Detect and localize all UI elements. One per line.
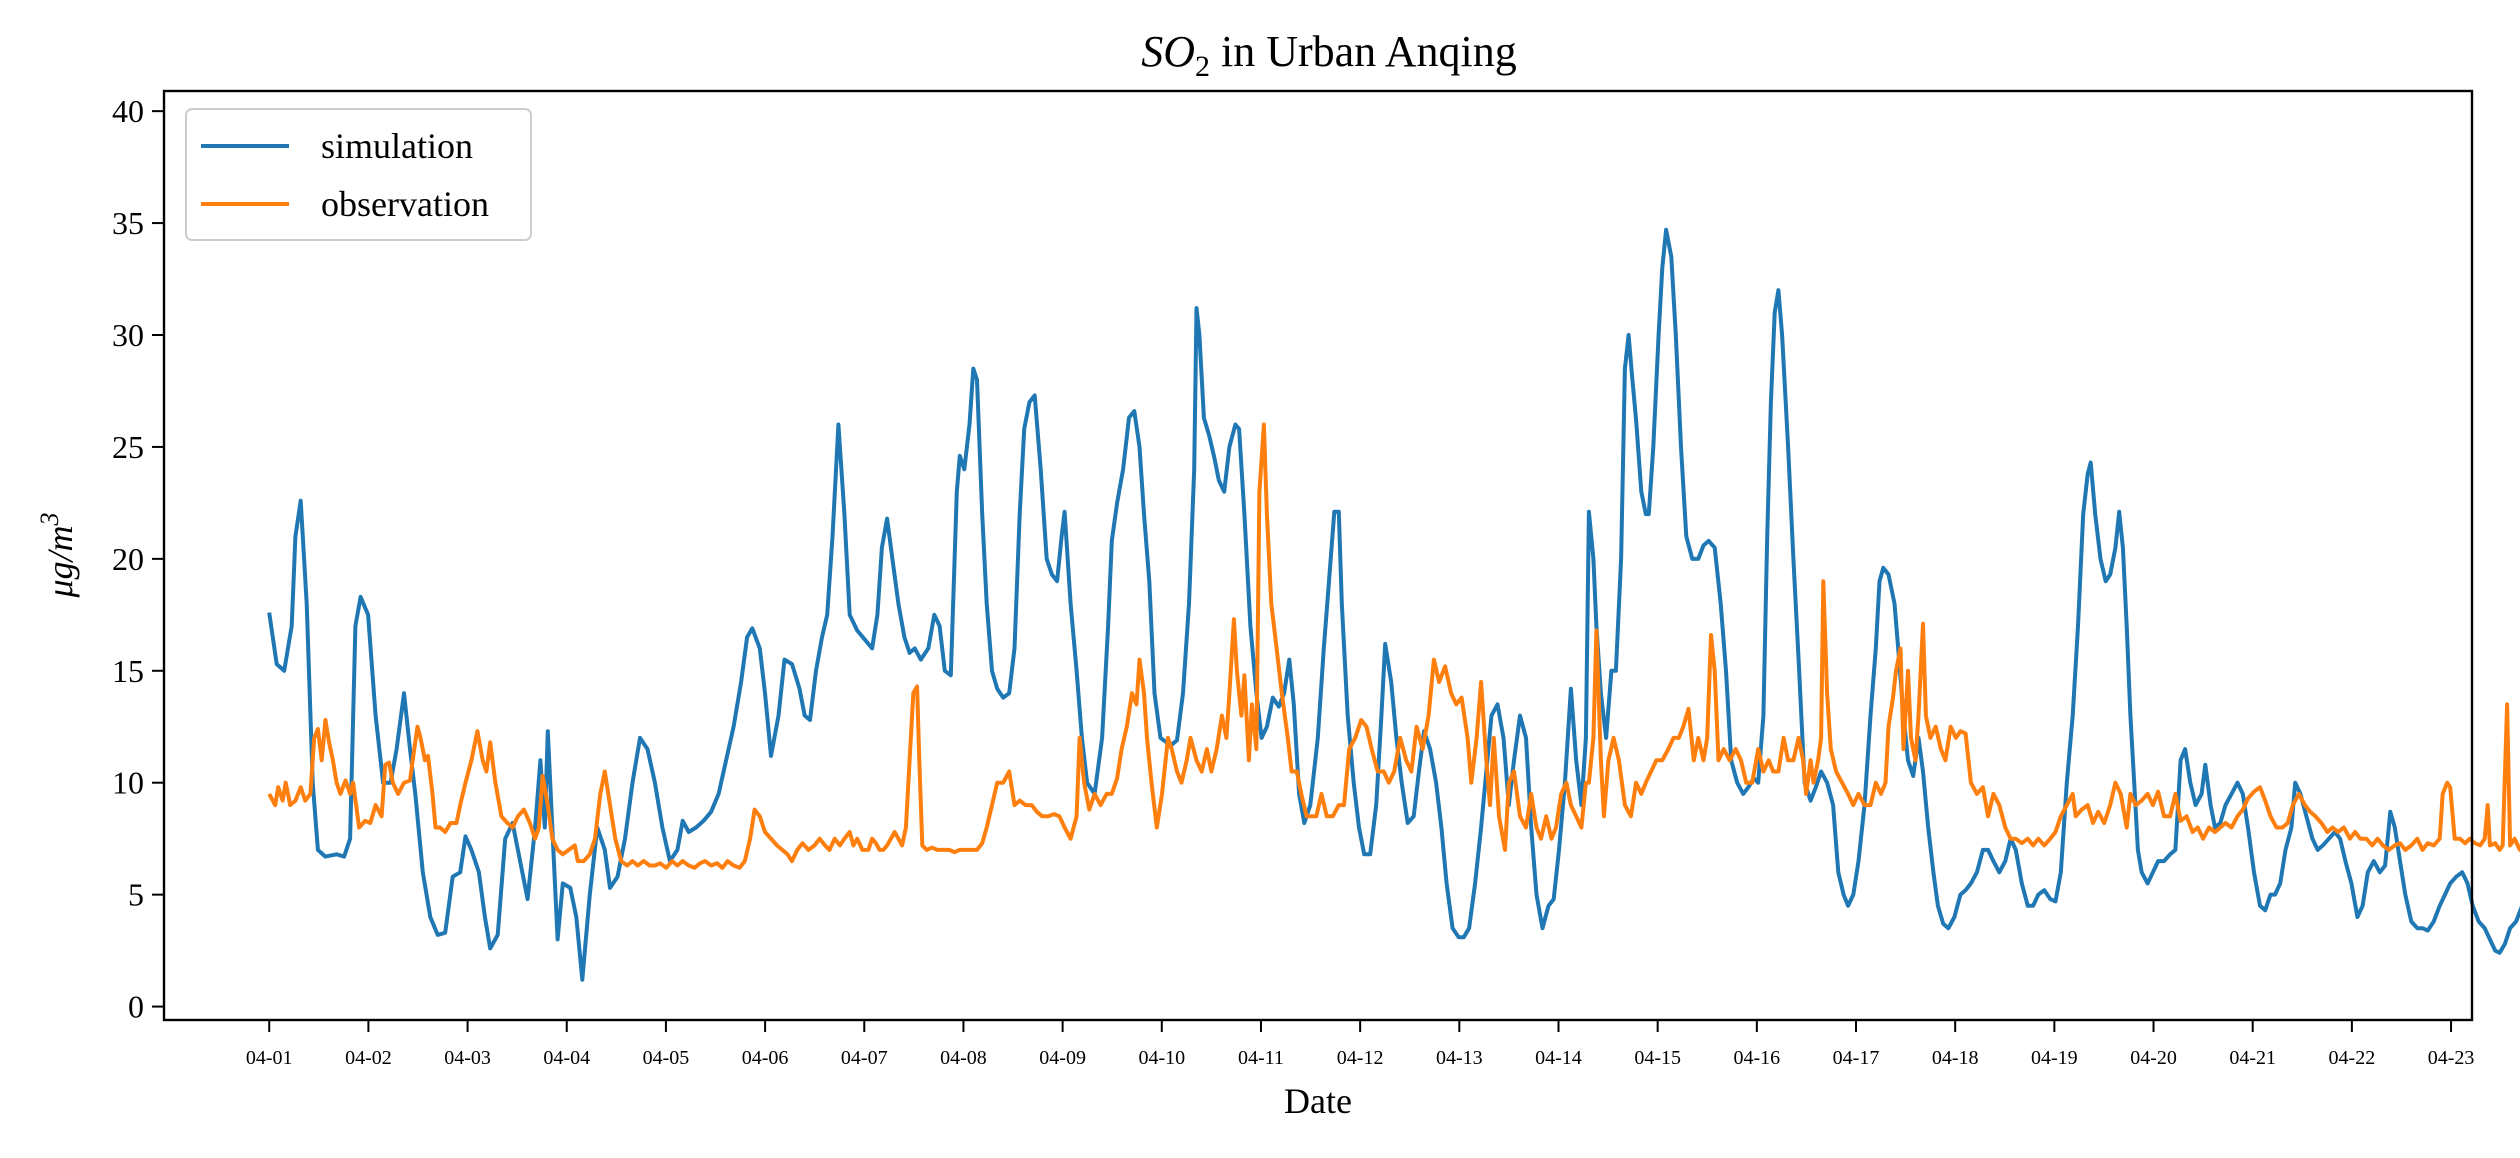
x-tick-label: 04-20	[2130, 1047, 2177, 1069]
y-tick-label: 25	[112, 429, 144, 465]
x-tick-label: 04-11	[1238, 1047, 1284, 1069]
chart-title: SO2 in Urban Anqing	[1141, 27, 1517, 83]
legend: simulation observation	[185, 108, 532, 241]
x-tick-label: 04-21	[2229, 1047, 2276, 1069]
x-tick-label: 04-12	[1337, 1047, 1384, 1069]
x-tick-label: 04-19	[2031, 1047, 2078, 1069]
x-tick-label: 04-13	[1436, 1047, 1483, 1069]
y-tick-label: 30	[112, 317, 144, 353]
x-tick-label: 04-10	[1138, 1047, 1185, 1069]
y-tick-label: 15	[112, 653, 144, 689]
y-tick-label: 40	[112, 93, 144, 129]
legend-box	[185, 108, 532, 241]
x-tick-label: 04-09	[1039, 1047, 1086, 1069]
y-tick-label: 5	[128, 877, 144, 913]
y-tick-label: 0	[128, 989, 144, 1025]
x-tick-label: 04-23	[2428, 1047, 2475, 1069]
series-line-simulation	[267, 227, 2520, 982]
x-tick-label: 04-22	[2329, 1047, 2376, 1069]
x-tick-label: 04-18	[1932, 1047, 1979, 1069]
x-tick-label: 04-07	[841, 1047, 888, 1069]
x-axis: 04-01 04-02 04-03 04-04 04-05 04-06 04-07 04-08…	[246, 1020, 2475, 1069]
plot-frame	[162, 89, 2474, 1022]
legend-label-observation: observation	[321, 184, 489, 224]
x-tick-label: 04-14	[1535, 1047, 1582, 1069]
x-tick-label: 04-17	[1833, 1047, 1880, 1069]
x-tick-label: 04-05	[643, 1047, 690, 1069]
y-axis-label: μg/m3	[35, 512, 80, 598]
x-tick-label: 04-03	[444, 1047, 491, 1069]
series-line-observation	[267, 422, 2520, 870]
legend-label-simulation: simulation	[321, 126, 473, 166]
y-tick-label: 35	[112, 205, 144, 241]
x-axis-label: Date	[1284, 1081, 1352, 1121]
x-tick-label: 04-16	[1733, 1047, 1780, 1069]
x-tick-label: 04-15	[1634, 1047, 1681, 1069]
x-tick-label: 04-02	[345, 1047, 392, 1069]
x-tick-label: 04-08	[940, 1047, 987, 1069]
x-tick-label: 04-04	[543, 1047, 590, 1069]
y-tick-label: 20	[112, 541, 144, 577]
plot-lines	[267, 227, 2520, 982]
x-tick-label: 04-01	[246, 1047, 293, 1069]
y-axis: 0 5 10 15 20 25 30 35 40	[112, 93, 164, 1025]
y-tick-label: 10	[112, 765, 144, 801]
x-tick-label: 04-06	[742, 1047, 789, 1069]
